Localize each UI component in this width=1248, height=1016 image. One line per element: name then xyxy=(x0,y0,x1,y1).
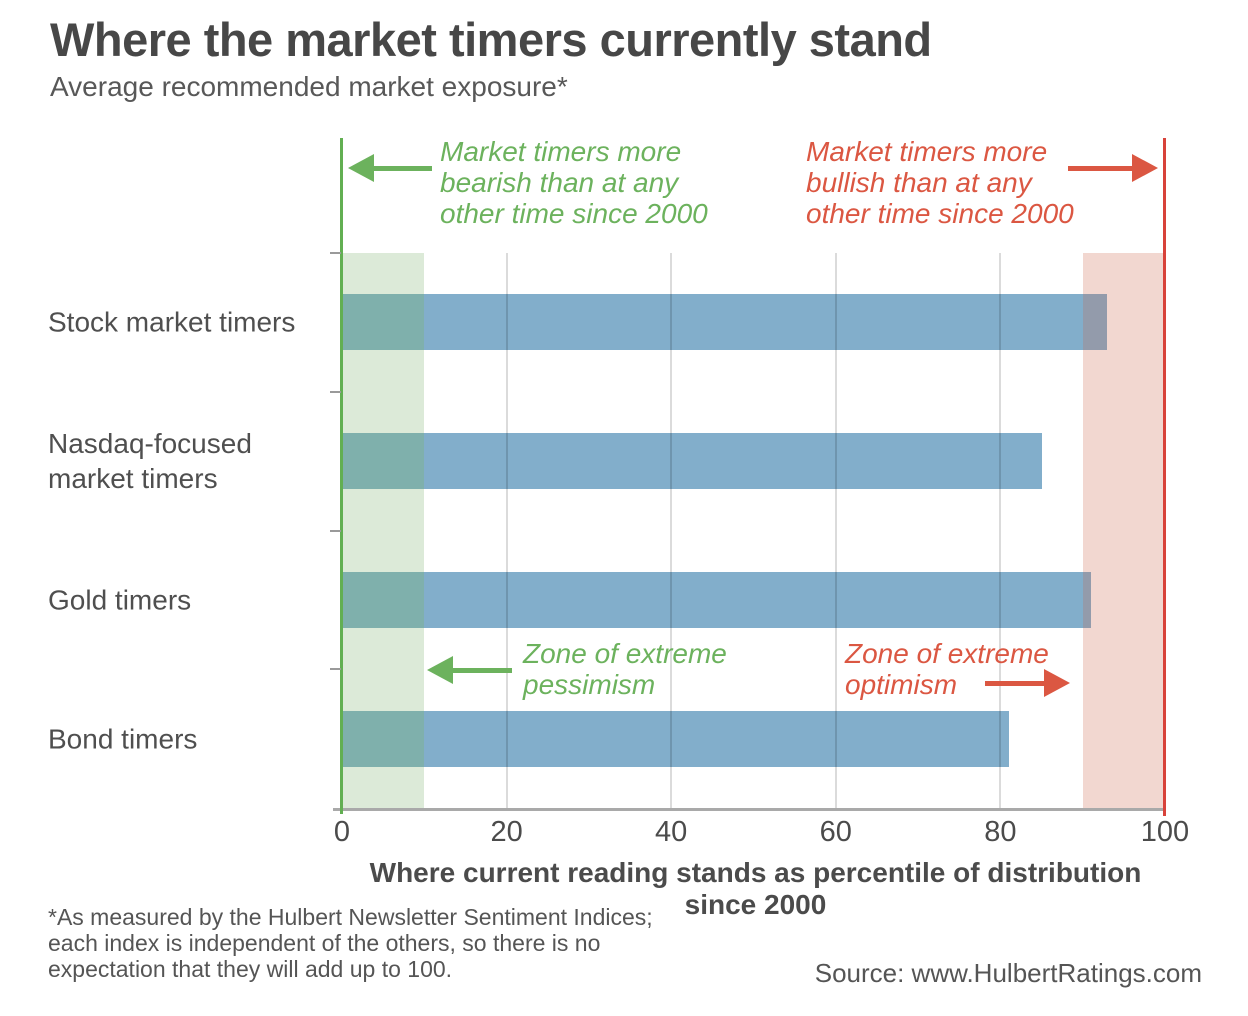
category-label-stock-market-timers: Stock market timers xyxy=(48,306,296,338)
bar-gold-timers xyxy=(342,571,1091,628)
arrow-right-icon xyxy=(1044,669,1070,697)
x-tick-label-20: 20 xyxy=(490,816,523,848)
arrow-left-icon xyxy=(348,154,374,182)
bar-nasdaq-focused-market-timers xyxy=(342,433,1042,490)
x-axis-label: Where current reading stands as percenti… xyxy=(369,857,1142,920)
arrow-shaft xyxy=(370,166,432,171)
category-label-bond-timers: Bond timers xyxy=(48,723,198,755)
chart-subtitle: Average recommended market exposure* xyxy=(50,71,568,102)
bearish-extreme-line xyxy=(340,138,343,814)
grid-line-40 xyxy=(670,253,673,808)
y-axis-tick xyxy=(330,390,341,393)
bar-overlap-pessimism-zone xyxy=(342,710,425,767)
x-axis-ticks: 0 20 40 60 80 100 xyxy=(334,816,1189,850)
bar-overlap-pessimism-zone xyxy=(342,571,425,628)
y-axis-tick xyxy=(330,529,341,532)
annotation-bullish: Market timers more bullish than at any o… xyxy=(806,136,1074,229)
bar-overlap-optimism-zone xyxy=(1082,294,1108,351)
annotation-pessimism: Zone of extreme pessimism xyxy=(523,638,727,700)
source-credit: Source: www.HulbertRatings.com xyxy=(814,958,1202,988)
y-axis-tick xyxy=(330,668,341,671)
x-tick-label-100: 100 xyxy=(1140,816,1190,848)
bar-stock-market-timers xyxy=(342,294,1108,351)
arrow-shaft xyxy=(985,681,1046,686)
page-title: Where the market timers currently stand xyxy=(50,13,932,66)
x-tick-label-0: 0 xyxy=(333,816,351,848)
arrow-right-icon xyxy=(1132,154,1158,182)
x-tick-label-40: 40 xyxy=(655,816,688,848)
bar-bond-timers xyxy=(342,710,1009,767)
arrow-left-icon xyxy=(427,656,453,684)
x-axis-line xyxy=(333,808,1166,811)
bar-overlap-optimism-zone xyxy=(1082,571,1091,628)
plot-area xyxy=(342,253,1165,808)
bar-overlap-pessimism-zone xyxy=(342,294,425,351)
category-label-nasdaq-focused-market-timers: Nasdaq-focused market timers xyxy=(48,428,252,495)
bar-overlap-pessimism-zone xyxy=(342,433,425,490)
arrow-shaft xyxy=(1068,166,1134,171)
grid-line-20 xyxy=(505,253,508,808)
arrow-shaft xyxy=(449,668,512,673)
grid-line-80 xyxy=(999,253,1002,808)
y-axis-tick xyxy=(330,252,341,254)
category-label-gold-timers: Gold timers xyxy=(48,584,192,616)
bullish-extreme-line xyxy=(1163,138,1166,816)
x-tick-label-80: 80 xyxy=(984,816,1017,848)
grid-line-60 xyxy=(834,253,837,808)
annotation-optimism: Zone of extreme optimism xyxy=(845,638,1049,700)
footnote: *As measured by the Hulbert Newsletter S… xyxy=(48,904,653,982)
annotation-bearish: Market timers more bearish than at any o… xyxy=(440,136,708,229)
x-tick-label-60: 60 xyxy=(819,816,852,848)
